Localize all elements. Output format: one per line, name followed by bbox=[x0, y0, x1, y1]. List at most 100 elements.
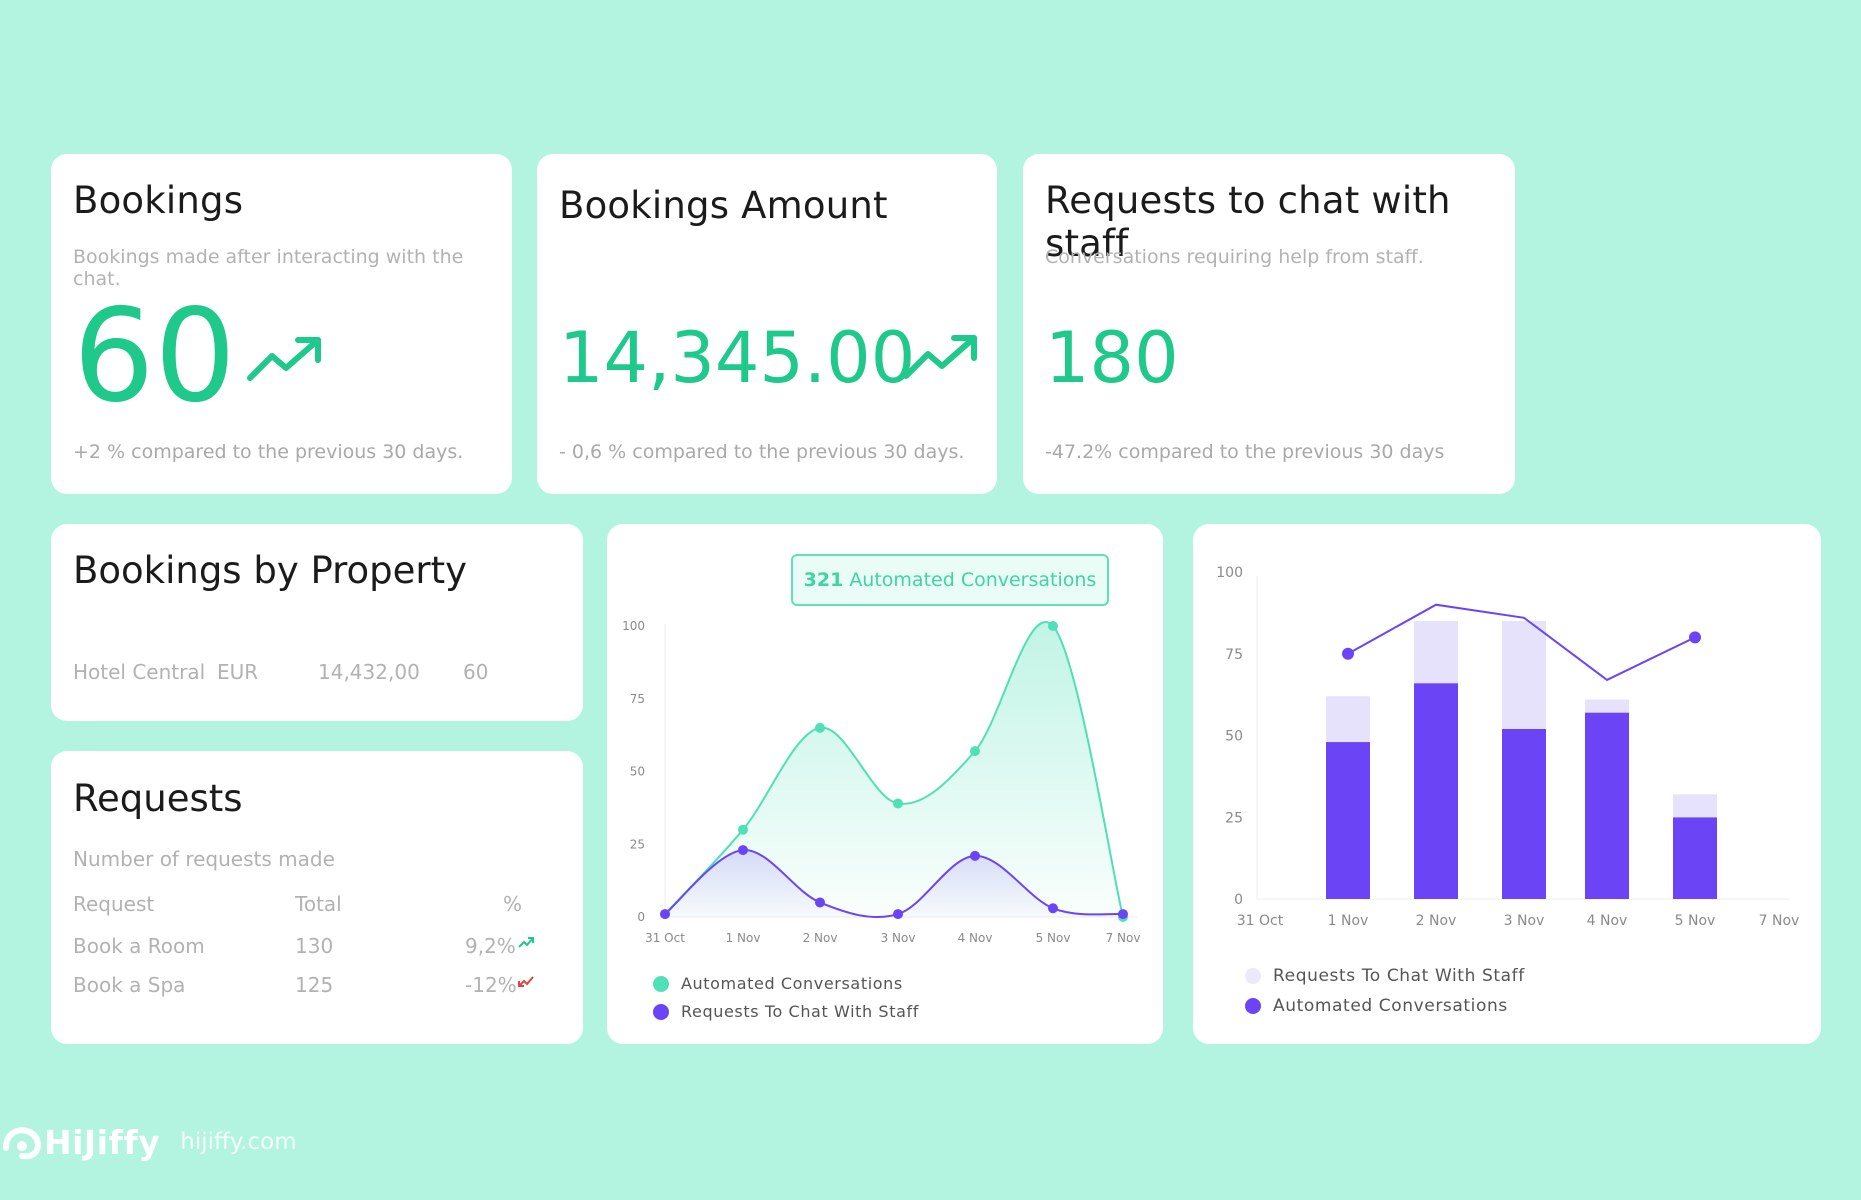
brand-name: HiJiffy bbox=[44, 1122, 161, 1162]
requests-header-pct: % bbox=[503, 892, 523, 916]
trend-up-icon bbox=[518, 937, 534, 948]
legend-dot bbox=[653, 1003, 669, 1020]
trend-line bbox=[1347, 603, 1696, 682]
bar-requests-chat-staff bbox=[1585, 699, 1629, 713]
x-tick-label: 7 Nov bbox=[1106, 931, 1141, 945]
bar-automated-conversations bbox=[1414, 683, 1458, 899]
data-point bbox=[893, 909, 903, 920]
y-tick-label: 75 bbox=[1225, 647, 1243, 663]
requests-subtitle: Number of requests made bbox=[73, 847, 335, 871]
y-tick-label: 0 bbox=[1234, 892, 1243, 908]
bar-requests-chat-staff bbox=[1502, 621, 1546, 729]
data-point bbox=[970, 850, 980, 861]
y-tick-label: 25 bbox=[1225, 810, 1243, 826]
legend-automated-conversations[interactable]: Automated Conversations bbox=[1245, 996, 1508, 1016]
y-tick-label: 25 bbox=[630, 837, 645, 851]
legend-label: Automated Conversations bbox=[681, 974, 903, 993]
staff-requests-value: 180 bbox=[1045, 317, 1179, 399]
y-tick-label: 0 bbox=[637, 910, 645, 924]
x-tick-label: 4 Nov bbox=[958, 931, 993, 945]
brand-footer: HiJiffy hijiffy.com bbox=[0, 1122, 297, 1162]
data-point bbox=[970, 746, 980, 757]
series-area bbox=[665, 850, 1123, 918]
bar-requests-chat-staff bbox=[1414, 621, 1458, 684]
legend-automated-conversations[interactable]: Automated Conversations bbox=[653, 974, 903, 993]
legend-requests-chat-staff[interactable]: Requests To Chat With Staff bbox=[653, 1002, 919, 1021]
staff-requests-subtitle: Conversations requiring help from staff. bbox=[1045, 246, 1424, 268]
property-amount: 14,432,00 bbox=[318, 660, 420, 684]
bookings-by-property-card: Bookings by Property Hotel Central EUR 1… bbox=[51, 524, 583, 721]
property-currency: EUR bbox=[217, 660, 259, 684]
automated-conversations-badge[interactable]: 321 Automated Conversations bbox=[791, 554, 1109, 606]
x-tick-label: 2 Nov bbox=[803, 931, 838, 945]
bar-automated-conversations bbox=[1673, 817, 1717, 899]
bookings-card: Bookings Bookings made after interacting… bbox=[51, 154, 512, 494]
requests-header-total: Total bbox=[295, 892, 342, 916]
data-point bbox=[1118, 909, 1128, 920]
x-tick-label: 1 Nov bbox=[1328, 913, 1369, 929]
bookings-title: Bookings bbox=[73, 179, 244, 222]
bar-automated-conversations bbox=[1502, 728, 1546, 899]
series-area bbox=[665, 621, 1123, 917]
bar-requests-chat-staff bbox=[1673, 794, 1717, 818]
bookings-subtitle: Bookings made after interacting with the… bbox=[73, 246, 464, 290]
request-total: 130 bbox=[295, 934, 334, 958]
request-name: Book a Spa bbox=[73, 973, 186, 997]
hijiffy-logo-icon bbox=[3, 1126, 42, 1160]
staff-requests-footer: -47.2% compared to the previous 30 days bbox=[1045, 441, 1445, 463]
bar-chart: 0 25 50 75 100 31 Oct 1 Nov 2 Nov 3 Nov 4 Nov 5 No… bbox=[1216, 565, 1800, 929]
request-total: 125 bbox=[295, 973, 334, 997]
legend-label: Automated Conversations bbox=[1273, 996, 1508, 1016]
legend-dot bbox=[653, 975, 669, 992]
brand-url[interactable]: hijiffy.com bbox=[180, 1129, 297, 1155]
trend-up-icon bbox=[903, 335, 977, 379]
legend-dot bbox=[1245, 998, 1261, 1014]
request-pct: -12% bbox=[465, 973, 517, 997]
series-line bbox=[664, 621, 1124, 918]
request-name: Book a Room bbox=[73, 934, 205, 958]
badge-number: 321 bbox=[803, 569, 844, 591]
y-tick-label: 50 bbox=[1225, 729, 1243, 745]
data-point bbox=[738, 845, 748, 856]
legend-label: Requests To Chat With Staff bbox=[681, 1002, 919, 1021]
x-tick-label: 3 Nov bbox=[1504, 913, 1545, 929]
bookings-amount-footer: - 0,6 % compared to the previous 30 days… bbox=[559, 441, 965, 463]
data-point bbox=[660, 909, 670, 920]
data-point bbox=[815, 722, 825, 733]
requests-title: Requests bbox=[73, 777, 243, 820]
bookings-by-property-title: Bookings by Property bbox=[73, 549, 468, 592]
y-tick-label: 100 bbox=[1216, 565, 1243, 581]
x-tick-label: 1 Nov bbox=[726, 931, 761, 945]
bookings-amount-title: Bookings Amount bbox=[559, 184, 888, 227]
staff-requests-title: Requests to chat with staff bbox=[1045, 179, 1451, 265]
requests-card: Requests Number of requests made Request… bbox=[51, 751, 583, 1044]
badge-text: Automated Conversations bbox=[849, 569, 1097, 591]
x-tick-label: 3 Nov bbox=[881, 931, 916, 945]
y-tick-label: 100 bbox=[622, 619, 645, 633]
bar-automated-conversations bbox=[1326, 742, 1370, 899]
data-point bbox=[738, 824, 748, 835]
data-point bbox=[893, 798, 903, 809]
x-tick-label: 5 Nov bbox=[1036, 931, 1071, 945]
automated-conversations-chart-card: 321 Automated Conversations 0 25 50 75 100 31… bbox=[607, 524, 1163, 1044]
y-tick-label: 50 bbox=[630, 765, 645, 779]
legend-label: Requests To Chat With Staff bbox=[1273, 966, 1525, 986]
property-count: 60 bbox=[463, 660, 489, 684]
bookings-amount-card: Bookings Amount 14,345.00 - 0,6 % compar… bbox=[537, 154, 997, 494]
trend-down-icon bbox=[518, 976, 534, 987]
line-point bbox=[1689, 631, 1701, 644]
bar-automated-conversations bbox=[1585, 712, 1629, 899]
line-point bbox=[1342, 647, 1354, 660]
x-tick-label: 7 Nov bbox=[1759, 913, 1800, 929]
bar-chart-card: 0 25 50 75 100 31 Oct 1 Nov 2 Nov 3 Nov 4 Nov 5 No… bbox=[1193, 524, 1821, 1044]
bookings-footer: +2 % compared to the previous 30 days. bbox=[73, 441, 464, 463]
requests-header-request: Request bbox=[73, 892, 155, 916]
data-point bbox=[1048, 903, 1058, 914]
legend-requests-chat-staff[interactable]: Requests To Chat With Staff bbox=[1245, 966, 1525, 986]
staff-requests-card: Requests to chat with staff Conversation… bbox=[1023, 154, 1515, 494]
y-tick-label: 75 bbox=[630, 692, 645, 706]
bookings-amount-value: 14,345.00 bbox=[559, 317, 916, 399]
property-name: Hotel Central bbox=[73, 660, 206, 684]
x-tick-label: 5 Nov bbox=[1675, 913, 1716, 929]
trend-up-icon bbox=[247, 337, 321, 381]
